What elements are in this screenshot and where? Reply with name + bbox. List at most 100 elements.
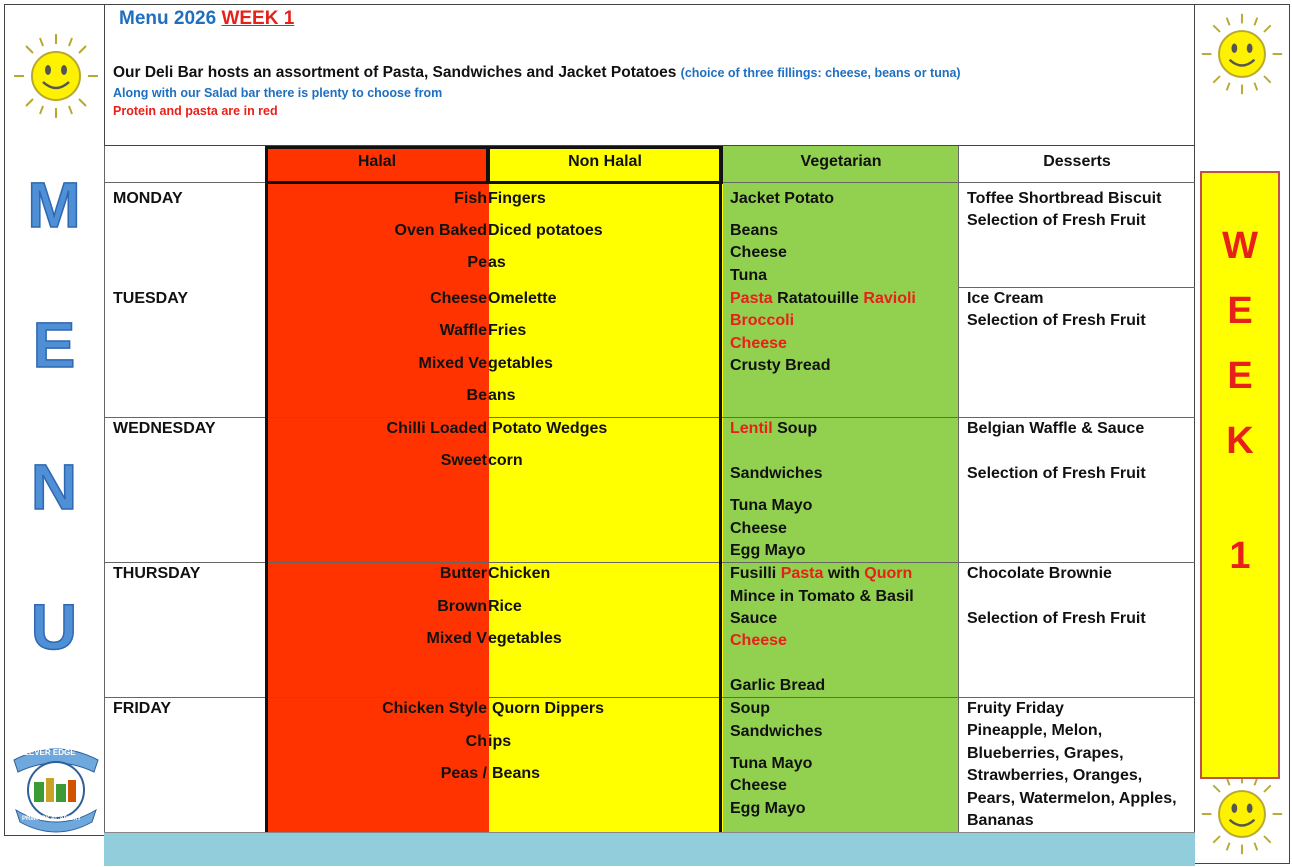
main-dish-left: Cheese [430,290,487,307]
veg-quorn: Quorn [864,565,913,582]
veg-item: Cheese [730,335,787,352]
dessert-item: Fruity Friday [967,700,1064,717]
veg-with: with [827,565,860,582]
veg-pasta: Pasta [780,565,824,582]
dessert-item: Selection of Fresh Fruit [967,312,1146,329]
week-letter: K [1226,420,1254,462]
veg-item: Crusty Bread [730,357,831,374]
dessert-item: Toffee Shortbread Biscuit [967,190,1162,207]
veg-item: Fusilli Pasta with Quorn [730,565,912,583]
veg-item: Garlic Bread [730,677,826,694]
intro-line-2: Along with our Salad bar there is plenty… [113,86,443,100]
side-letter-u: U [30,590,78,664]
main-dish-right: corn [488,452,523,469]
main-dish-right: Quorn Dippers [492,700,605,717]
main-dish-right: ans [488,387,516,404]
intro-line-1: Our Deli Bar hosts an assortment of Past… [113,64,961,82]
side-letter-n: N [30,450,78,524]
dessert-item: Belgian Waffle & Sauce [967,420,1145,437]
dessert-item: Selection of Fresh Fruit [967,212,1146,229]
week-letter: W [1222,225,1258,267]
row-line [104,562,1195,563]
col-header-halal: Halal [357,153,397,170]
main-dish-left: Mixed Ve [418,355,487,372]
main-dish-left: Mixed V [426,630,487,647]
main-dish-left: Pe [467,254,487,271]
veg-item: Sauce [730,610,778,627]
main-dish-right: Fingers [488,190,546,207]
main-dish-left: Chilli Loaded [386,420,487,437]
sun-icon [1201,773,1283,855]
logo-bottom-text: PRIMARY ACADEMY [22,816,82,822]
main-dish-right: Omelette [488,290,557,307]
dessert-item: Pineapple, Melon, [967,722,1103,739]
thick-line-left [265,146,268,832]
main-dish-left: Butter [439,565,487,582]
intro-text: Our Deli Bar hosts an assortment of Past… [113,64,677,81]
sun-icon [14,34,98,118]
veg-ratatouille: Ratatouille [777,290,859,307]
dessert-item: Pears, Watermelon, Apples, [967,790,1177,807]
dessert-item: Bananas [967,812,1034,829]
day-friday: FRIDAY [113,700,172,717]
veg-item: Tuna Mayo [730,755,813,772]
veg-soup: Soup [777,420,818,437]
veg-item: Broccoli [730,312,795,329]
main-dish-right: Fries [488,322,527,339]
dessert-item: Strawberries, Oranges, [967,767,1143,784]
non-halal-column [489,146,723,832]
table-left-line [104,146,105,832]
row-line [104,697,1195,698]
main-dish-right: as [488,254,506,271]
veg-item: Cheese [730,244,787,261]
veg-item: Cheese [730,520,787,537]
main-dish-left: Waffle [439,322,487,339]
dessert-item: Chocolate Brownie [967,565,1112,582]
veg-item: Egg Mayo [730,800,806,817]
dessert-item: Selection of Fresh Fruit [967,610,1146,627]
veg-item: Pasta Ratatouille Ravioli [730,290,916,308]
main-dish-left: Ch [465,733,487,750]
week-letter: E [1227,290,1253,332]
week-letter: E [1227,355,1253,397]
day-thursday: THURSDAY [113,565,201,582]
veg-lentil: Lentil [730,420,773,437]
footer-bar [104,832,1195,866]
dessert-item: Selection of Fresh Fruit [967,465,1146,482]
main-dish-left: Brown [437,598,487,615]
main-dish-right: Potato Wedges [492,420,608,437]
desserts-left-line [958,146,959,832]
row-line [104,417,1195,418]
main-dish-right: Beans [492,765,541,782]
veg-item: Egg Mayo [730,542,806,559]
main-dish-right: Rice [488,598,522,615]
veg-item: Sandwiches [730,723,823,740]
col-header-desserts: Desserts [1043,153,1111,170]
dessert-item: Blueberries, Grapes, [967,745,1124,762]
day-monday: MONDAY [113,190,183,207]
main-dish-left: Oven Baked [394,222,487,239]
intro-line-3: Protein and pasta are in red [113,104,278,118]
main-dish-right: ips [488,733,512,750]
dessert-item: Ice Cream [967,290,1044,307]
left-panel [4,4,105,836]
thick-line-right [719,146,722,832]
veg-item: Cheese [730,777,787,794]
veg-item: Tuna [730,267,768,284]
title-prefix: Menu 2026 [119,8,217,29]
title-week: WEEK 1 [221,8,295,29]
col-header-vegetarian: Vegetarian [800,153,882,170]
right-panel [1194,4,1290,864]
main-dish-right: egetables [488,630,562,647]
veg-pasta: Pasta [730,290,773,307]
main-dish-left: Sweet [440,452,487,469]
veg-item: Jacket Potato [730,190,835,207]
veg-item: Soup [730,700,770,717]
day-tuesday: TUESDAY [113,290,188,307]
week-box [1200,171,1280,779]
school-logo [13,748,99,833]
side-letter-m: M [27,168,82,242]
side-letter-e: E [32,308,76,382]
veg-item: Mince in Tomato & Basil [730,588,914,605]
vegetarian-column [723,146,959,832]
